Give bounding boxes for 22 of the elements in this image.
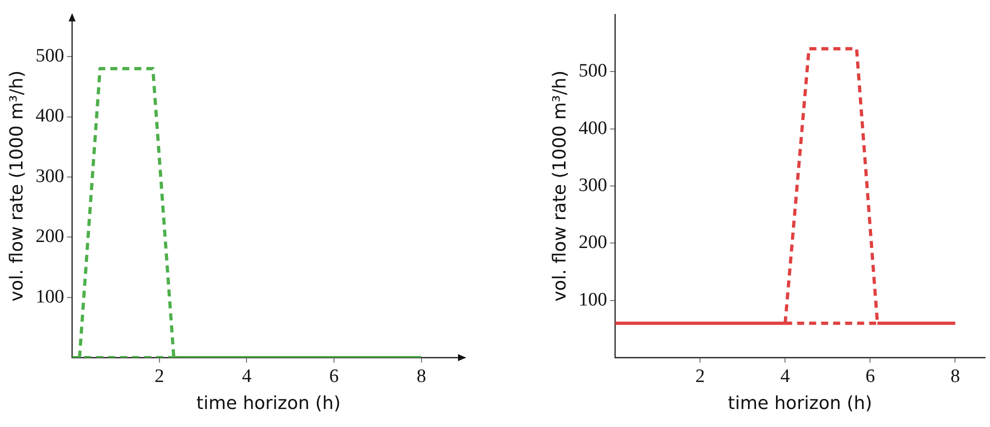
y-tick-label: 300	[36, 166, 64, 187]
y-tick-label: 500	[36, 46, 64, 67]
x-tick-label: 8	[950, 366, 960, 387]
y-tick-label: 100	[36, 286, 64, 308]
y-tick-label: 400	[578, 118, 608, 139]
x-tick-label: 6	[329, 366, 339, 387]
x-tick-label: 2	[154, 366, 164, 387]
x-tick-label: 2	[695, 366, 705, 387]
y-tick-label: 100	[578, 289, 608, 310]
y-axis-title: vol. flow rate (1000 m³/h)	[6, 70, 28, 302]
x-tick-label: 8	[416, 366, 426, 387]
x-axis-title: time horizon (h)	[196, 392, 341, 414]
x-tick-label: 4	[242, 366, 252, 387]
y-axis-title: vol. flow rate (1000 m³/h)	[549, 70, 570, 302]
y-tick-label: 200	[36, 226, 64, 248]
y-tick-label: 400	[36, 106, 64, 127]
y-tick-label: 300	[578, 174, 608, 196]
x-tick-label: 4	[780, 366, 790, 387]
y-tick-label: 500	[578, 60, 608, 82]
x-tick-label: 6	[865, 366, 875, 387]
x-axis-title: time horizon (h)	[728, 392, 872, 414]
y-tick-label: 200	[578, 232, 608, 254]
